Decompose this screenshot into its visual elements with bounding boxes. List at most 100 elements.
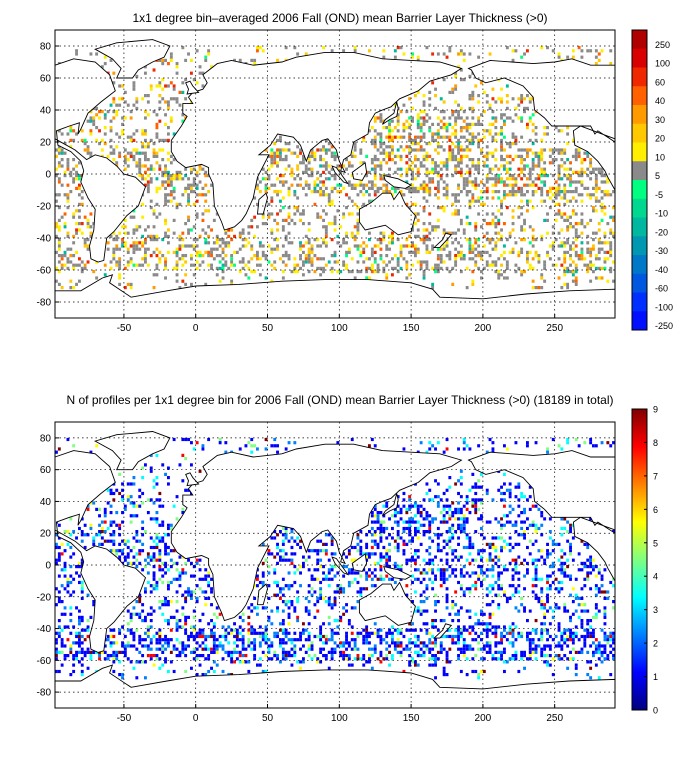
data-cell — [517, 632, 520, 635]
data-cell — [477, 120, 480, 123]
data-cell — [296, 270, 299, 273]
data-cell — [210, 587, 213, 590]
data-cell — [503, 123, 506, 126]
data-cell — [316, 244, 319, 247]
data-cell — [589, 158, 592, 161]
data-cell — [92, 543, 95, 546]
data-cell — [397, 533, 400, 536]
data-cell — [380, 568, 383, 571]
data-cell — [354, 571, 357, 574]
data-cell — [566, 238, 569, 241]
data-cell — [380, 530, 383, 533]
data-cell — [486, 196, 489, 199]
data-cell — [446, 568, 449, 571]
data-cell — [529, 225, 532, 228]
data-cell — [466, 193, 469, 196]
data-cell — [135, 244, 138, 247]
data-cell — [563, 603, 566, 606]
data-cell — [87, 238, 90, 241]
data-cell — [156, 161, 159, 164]
data-cell — [95, 276, 98, 279]
data-cell — [282, 587, 285, 590]
data-cell — [598, 171, 601, 174]
data-cell — [454, 232, 457, 235]
data-cell — [426, 482, 429, 485]
data-cell — [529, 148, 532, 151]
data-cell — [423, 238, 426, 241]
data-cell — [268, 565, 271, 568]
data-cell — [293, 190, 296, 193]
data-cell — [509, 142, 512, 145]
data-cell — [460, 251, 463, 254]
data-cell — [265, 438, 268, 441]
data-cell — [583, 603, 586, 606]
data-cell — [589, 219, 592, 222]
data-cell — [497, 238, 500, 241]
data-cell — [371, 546, 374, 549]
data-cell — [609, 216, 612, 219]
data-cell — [480, 613, 483, 616]
data-cell — [434, 264, 437, 267]
data-cell — [144, 632, 147, 635]
data-cell — [270, 196, 273, 199]
data-cell — [133, 514, 136, 517]
data-cell — [170, 56, 173, 59]
data-cell — [90, 152, 93, 155]
data-cell — [509, 193, 512, 196]
data-cell — [529, 495, 532, 498]
data-cell — [153, 142, 156, 145]
data-cell — [492, 587, 495, 590]
data-cell — [512, 177, 515, 180]
data-cell — [98, 142, 101, 145]
data-cell — [469, 200, 472, 203]
data-cell — [339, 184, 342, 187]
data-cell — [466, 536, 469, 539]
data-cell — [224, 629, 227, 632]
data-cell — [167, 552, 170, 555]
data-cell — [176, 100, 179, 103]
data-cell — [265, 276, 268, 279]
data-cell — [549, 575, 552, 578]
data-cell — [282, 549, 285, 552]
data-cell — [426, 171, 429, 174]
data-cell — [446, 244, 449, 247]
data-cell — [426, 190, 429, 193]
data-cell — [270, 622, 273, 625]
data-cell — [423, 235, 426, 238]
data-cell — [463, 136, 466, 139]
data-cell — [532, 113, 535, 116]
data-cell — [299, 161, 302, 164]
data-cell — [474, 241, 477, 244]
data-cell — [130, 260, 133, 263]
data-cell — [428, 514, 431, 517]
data-cell — [595, 190, 598, 193]
data-cell — [411, 171, 414, 174]
data-cell — [207, 635, 210, 638]
data-cell — [563, 571, 566, 574]
data-cell — [293, 581, 296, 584]
data-cell — [486, 174, 489, 177]
data-cell — [405, 110, 408, 113]
data-cell — [265, 625, 268, 628]
data-cell — [480, 622, 483, 625]
data-cell — [78, 209, 81, 212]
data-cell — [517, 97, 520, 100]
data-cell — [147, 613, 150, 616]
data-cell — [414, 148, 417, 151]
data-cell — [328, 203, 331, 206]
data-cell — [529, 174, 532, 177]
data-cell — [405, 543, 408, 546]
data-cell — [520, 120, 523, 123]
data-cell — [138, 241, 141, 244]
data-cell — [515, 571, 518, 574]
data-cell — [569, 174, 572, 177]
data-cell — [411, 264, 414, 267]
data-cell — [133, 632, 136, 635]
data-cell — [250, 270, 253, 273]
data-cell — [288, 441, 291, 444]
data-cell — [552, 193, 555, 196]
data-cell — [219, 613, 222, 616]
data-cell — [187, 203, 190, 206]
data-cell — [515, 587, 518, 590]
data-cell — [471, 123, 474, 126]
